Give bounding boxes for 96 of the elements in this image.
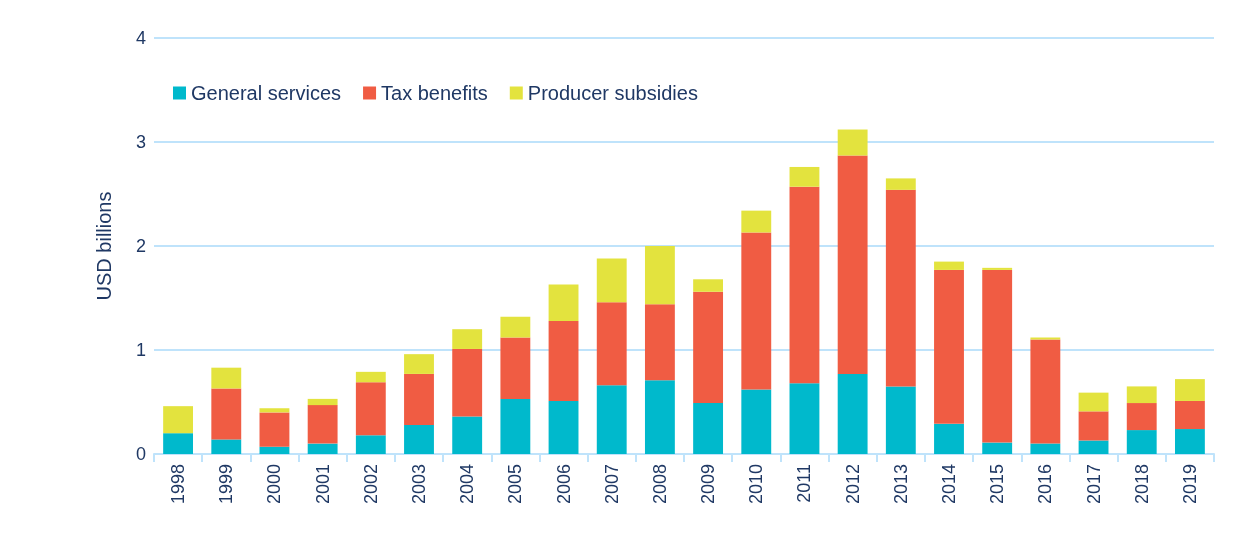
x-tick-label: 2010 bbox=[746, 464, 767, 505]
bar bbox=[693, 403, 724, 454]
x-tick-label: 2005 bbox=[505, 464, 526, 505]
bar bbox=[982, 267, 1013, 270]
bar bbox=[789, 166, 820, 187]
bar bbox=[307, 443, 338, 454]
bar bbox=[934, 261, 964, 270]
bar bbox=[789, 186, 820, 384]
bar bbox=[1174, 429, 1205, 454]
bar bbox=[307, 398, 338, 406]
x-tick-label: 2013 bbox=[890, 464, 911, 505]
bar bbox=[885, 178, 916, 190]
bar bbox=[548, 400, 579, 454]
bar bbox=[259, 408, 290, 413]
bar bbox=[741, 389, 772, 454]
x-tick-label: 2019 bbox=[1179, 464, 1200, 505]
bar bbox=[1078, 392, 1109, 412]
bar bbox=[693, 279, 724, 292]
bar bbox=[355, 382, 386, 436]
bar bbox=[500, 398, 531, 454]
x-tick-label: 2000 bbox=[264, 464, 285, 505]
bar bbox=[259, 446, 290, 454]
x-tick-label: 2009 bbox=[698, 464, 719, 505]
x-tick-label: 2008 bbox=[649, 464, 670, 505]
bar bbox=[1174, 379, 1205, 401]
bar bbox=[211, 439, 242, 454]
x-tick-label: 2007 bbox=[601, 464, 622, 505]
bar bbox=[934, 269, 964, 424]
bar bbox=[211, 388, 242, 440]
bar bbox=[885, 189, 916, 387]
x-tick-label: 2001 bbox=[312, 464, 333, 505]
bar bbox=[307, 405, 338, 444]
y-tick-label: 4 bbox=[135, 28, 146, 48]
bar bbox=[837, 373, 868, 454]
bar bbox=[789, 383, 820, 454]
x-tick-label: 1998 bbox=[168, 464, 189, 505]
bar bbox=[355, 435, 386, 454]
bar bbox=[404, 373, 434, 425]
bar bbox=[259, 412, 290, 447]
bar bbox=[693, 291, 724, 404]
bar bbox=[355, 371, 386, 383]
bar bbox=[596, 258, 627, 303]
bar bbox=[837, 129, 868, 156]
bar bbox=[548, 284, 579, 321]
bar bbox=[885, 386, 916, 454]
bar bbox=[982, 269, 1013, 443]
bar bbox=[1078, 440, 1109, 454]
y-tick-label: 0 bbox=[135, 444, 146, 464]
bar bbox=[452, 416, 483, 454]
bar bbox=[452, 348, 483, 417]
x-tick-label: 2003 bbox=[409, 464, 429, 505]
x-tick-label: 2004 bbox=[457, 464, 478, 505]
x-tick-label: 2002 bbox=[360, 464, 381, 505]
bar bbox=[1174, 400, 1205, 430]
bar bbox=[837, 155, 868, 374]
bar bbox=[741, 232, 772, 390]
legend-label: Producer subsidies bbox=[527, 82, 698, 104]
y-tick-label: 2 bbox=[135, 236, 146, 256]
bar bbox=[596, 302, 627, 386]
legend-label: Tax benefits bbox=[381, 82, 488, 104]
bar bbox=[163, 433, 194, 454]
bar bbox=[741, 210, 772, 233]
y-tick-label: 1 bbox=[135, 340, 146, 360]
x-tick-label: 2012 bbox=[842, 464, 863, 505]
bar bbox=[404, 424, 434, 454]
bar bbox=[1078, 411, 1109, 441]
bar bbox=[644, 380, 675, 454]
bar bbox=[500, 337, 531, 399]
bar bbox=[1030, 337, 1061, 340]
bar bbox=[1126, 430, 1157, 454]
bar bbox=[644, 304, 675, 381]
bar bbox=[163, 406, 194, 434]
y-axis-title: USD billions bbox=[93, 191, 115, 301]
bar bbox=[1030, 339, 1061, 444]
x-tick-label: 1999 bbox=[216, 464, 237, 505]
x-tick-label: 2011 bbox=[794, 464, 815, 503]
x-tick-label: 2015 bbox=[987, 464, 1008, 505]
bar bbox=[500, 316, 531, 338]
x-tick-label: 2018 bbox=[1131, 464, 1152, 505]
bar bbox=[404, 354, 434, 374]
bar bbox=[1126, 403, 1157, 431]
bar bbox=[1030, 443, 1061, 454]
x-tick-label: 2016 bbox=[1035, 464, 1056, 505]
bar bbox=[934, 423, 964, 454]
bar bbox=[452, 329, 483, 349]
x-tick-label: 2006 bbox=[553, 464, 574, 505]
bar bbox=[596, 385, 627, 454]
bar bbox=[644, 246, 675, 305]
bar bbox=[1126, 386, 1157, 404]
x-tick-label: 2014 bbox=[939, 464, 959, 505]
legend-label: General services bbox=[191, 82, 342, 104]
bar bbox=[982, 442, 1013, 454]
bar bbox=[211, 367, 242, 389]
x-tick-label: 2017 bbox=[1083, 464, 1104, 505]
y-tick-label: 3 bbox=[135, 132, 146, 152]
bar bbox=[548, 320, 579, 401]
